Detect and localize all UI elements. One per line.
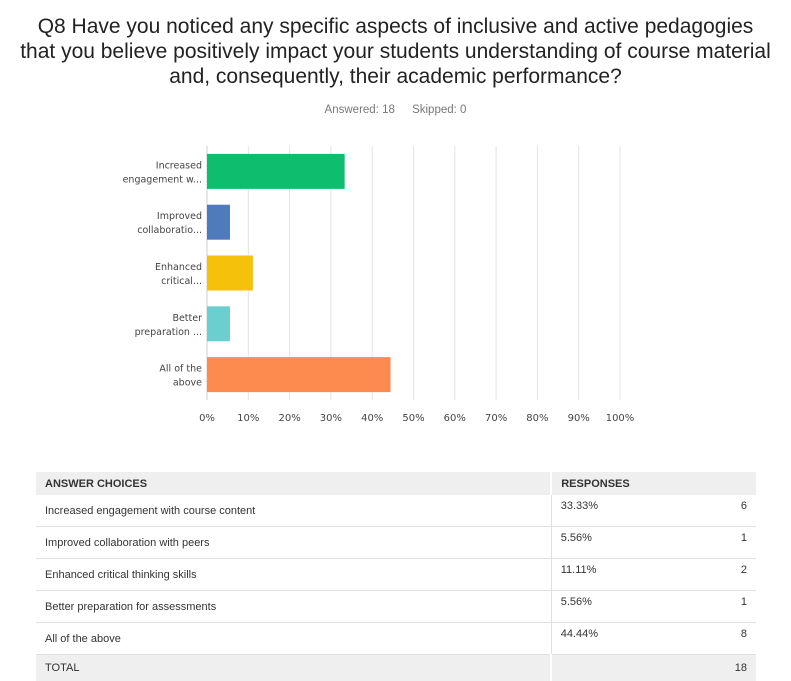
x-tick-label: 90% (568, 413, 590, 424)
y-category-label: above (173, 378, 202, 389)
y-category-label: engagement w... (123, 174, 202, 185)
x-tick-label: 10% (237, 413, 259, 424)
response-count: 1 (726, 591, 756, 623)
x-tick-label: 100% (606, 413, 635, 424)
total-label: TOTAL (36, 655, 551, 681)
x-tick-label: 40% (361, 413, 383, 424)
answer-choice: Enhanced critical thinking skills (36, 559, 551, 591)
response-count: 2 (726, 559, 756, 591)
answer-choice: Better preparation for assessments (36, 591, 551, 623)
bar (207, 357, 391, 392)
x-tick-label: 60% (444, 413, 466, 424)
y-category-label: Enhanced (155, 262, 202, 273)
total-row: TOTAL 18 (36, 655, 756, 681)
x-tick-label: 70% (485, 413, 507, 424)
bar (207, 306, 230, 341)
answer-choice: All of the above (36, 623, 551, 655)
response-percent: 5.56% (551, 591, 726, 623)
y-category-label: Better (172, 313, 202, 324)
response-percent: 44.44% (551, 623, 726, 655)
total-count: 18 (726, 655, 756, 681)
bar (207, 205, 230, 240)
y-category-label: Improved (157, 211, 202, 222)
y-category-label: preparation ... (135, 327, 202, 338)
response-count: 6 (726, 495, 756, 527)
bar-chart: 0% 10% 20% 30% 40% 50% 60% 70% 80% 90% 100% Increas… (0, 0, 791, 440)
x-tick-label: 30% (320, 413, 342, 424)
responses-header: RESPONSES (551, 472, 756, 495)
y-category-label: critical... (161, 276, 202, 287)
answer-choices-header: ANSWER CHOICES (36, 472, 551, 495)
bar (207, 154, 345, 189)
x-tick-label: 80% (526, 413, 548, 424)
response-percent: 5.56% (551, 527, 726, 559)
bar (207, 256, 253, 291)
table-row: Increased engagement with course content… (36, 495, 756, 527)
response-count: 1 (726, 527, 756, 559)
x-tick-label: 0% (199, 413, 215, 424)
table-header-row: ANSWER CHOICES RESPONSES (36, 472, 756, 495)
response-count: 8 (726, 623, 756, 655)
response-percent: 33.33% (551, 495, 726, 527)
answer-choice: Improved collaboration with peers (36, 527, 551, 559)
y-category-label: Increased (156, 160, 202, 171)
answer-choice: Increased engagement with course content (36, 495, 551, 527)
y-category-label: All of the (159, 364, 202, 375)
x-tick-label: 50% (402, 413, 424, 424)
x-tick-label: 20% (278, 413, 300, 424)
answer-choices-table: ANSWER CHOICES RESPONSES Increased engag… (36, 472, 756, 681)
response-percent: 11.11% (551, 559, 726, 591)
y-category-label: collaboratio... (137, 225, 202, 236)
